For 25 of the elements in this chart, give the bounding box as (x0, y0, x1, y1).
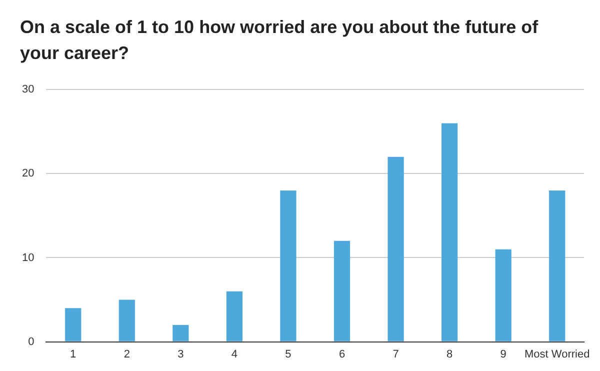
y-tick-label: 20 (22, 168, 34, 180)
bar (65, 308, 82, 342)
x-tick-label: 4 (231, 348, 238, 360)
x-tick-label: 2 (124, 348, 130, 360)
x-tick-label: 5 (285, 348, 292, 360)
y-tick-label: 30 (22, 84, 34, 96)
x-tick-label: 9 (500, 348, 506, 360)
bar (334, 240, 350, 342)
bar (549, 190, 566, 342)
x-tick-label: 1 (70, 348, 76, 360)
bar (280, 190, 296, 342)
bar (441, 123, 458, 342)
x-tick-label: 7 (392, 348, 399, 360)
x-tick-label: 3 (178, 348, 184, 360)
bar (118, 300, 135, 342)
bar (226, 291, 243, 342)
x-tick-label: 8 (446, 348, 453, 360)
bar (495, 249, 512, 342)
y-tick-label: 10 (22, 252, 34, 264)
x-tick-label: Most Worried (524, 348, 590, 360)
x-tick-label: 6 (338, 348, 346, 360)
bar (388, 156, 404, 342)
bar (172, 324, 189, 342)
y-tick-label: 0 (28, 336, 34, 348)
chart-title: On a scale of 1 to 10 how worried are you about the future of your career? (20, 16, 540, 65)
